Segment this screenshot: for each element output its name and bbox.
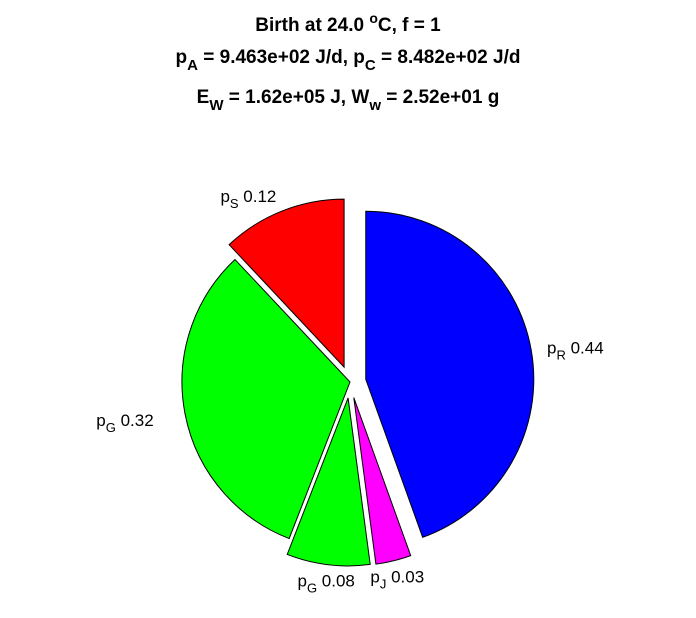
title-line-2: pA = 9.463e+02 J/d, pC = 8.482e+02 J/d	[176, 47, 521, 74]
pie-slice-pJ	[353, 397, 412, 565]
slice-label-pR: pR 0.44	[547, 339, 604, 363]
pie-labels: pR 0.44 pJ 0.03 pG 0.08 pG 0.32 pS 0.12	[96, 187, 603, 596]
slice-label-pS: pS 0.12	[220, 187, 276, 211]
chart-title: Birth at 24.0 oC, f = 1 pA = 9.463e+02 J…	[176, 10, 521, 114]
pie-slice-pG2	[286, 397, 371, 567]
pie-wedges	[181, 198, 535, 567]
slice-label-pG1: pG 0.32	[96, 411, 153, 435]
title-line-3: EW = 1.62e+05 J, Ww = 2.52e+01 g	[197, 87, 500, 114]
pie-slice-pR	[365, 210, 535, 538]
slice-label-pG2: pG 0.08	[297, 572, 354, 596]
pie-slice-pG1	[181, 258, 351, 540]
pie-slice-pS	[228, 198, 345, 369]
slice-label-pJ: pJ 0.03	[370, 567, 424, 591]
title-line-1: Birth at 24.0 oC, f = 1	[255, 10, 441, 36]
